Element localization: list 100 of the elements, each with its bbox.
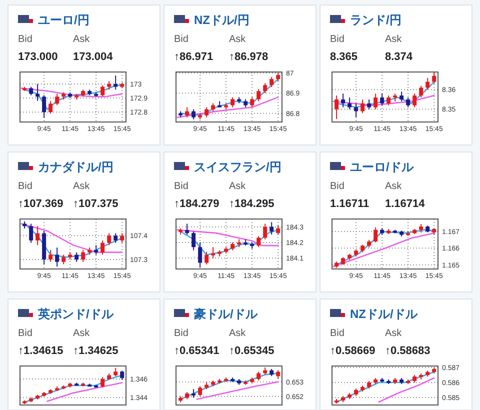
text: 1.16711 [330,198,370,210]
chart-title: カナダドル/円 [38,160,114,174]
line-series [46,382,123,402]
candlestick [419,85,424,98]
candlestick [120,232,124,244]
candlestick [230,96,235,108]
candlestick [204,251,209,265]
candlestick [100,376,105,388]
candlestick [386,95,391,106]
line-series [24,374,123,403]
candlestick [270,222,274,236]
text: Ask [229,34,247,45]
candlestick [256,236,261,248]
candlestick [55,247,60,268]
text: Ask [229,181,247,192]
text: 173.004 [73,51,114,63]
chart-title: 英ポンド/ドル [37,307,114,321]
candlestick [185,223,190,236]
chart-title: ユーロ/ドル [350,160,414,174]
chart-title: NZドル/ドル [350,307,418,321]
text: ↑1.34625 [73,345,118,357]
text: ↑0.58683 [385,345,430,357]
candlestick [55,93,60,106]
candlestick [374,93,378,110]
candlestick [380,93,384,106]
line-series [176,96,279,118]
candlestick [100,240,105,256]
text: Bid [330,34,344,45]
candlestick [192,231,196,251]
line-series [20,88,123,98]
text: ↑0.65345 [229,345,274,357]
candlestick [94,244,98,256]
candlestick [334,95,339,120]
candlestick [374,226,378,243]
line-series [180,372,279,400]
candlestick [270,76,274,88]
text: ↑0.65341 [174,345,220,357]
line-series [20,223,123,253]
chart-title: 豪ドル/ドル [193,307,258,321]
candlestick [263,82,268,94]
candlestick [432,72,436,84]
candlestick [250,96,254,108]
candlestick [48,249,53,262]
candlestick [263,223,268,240]
candlestick [185,106,190,118]
text: Bid [330,181,344,192]
text: Bid [18,328,32,339]
text: ↑107.375 [73,198,118,210]
candlestick [400,91,404,102]
line-series [196,381,279,400]
candlestick [211,246,216,259]
candlestick [367,98,372,110]
text: Bid [18,34,32,45]
text: 8.365 [330,51,358,63]
text: ↑86.978 [229,51,268,63]
candlestick [192,108,196,120]
candlestick [256,88,261,102]
candlestick [29,223,34,244]
line-series [336,371,435,403]
line-series [176,229,279,246]
text: Bid [330,328,344,339]
text: ↑107.369 [18,198,64,210]
text: Bid [18,181,32,192]
chart-title: NZドル/円 [194,13,250,27]
candlestick [107,232,112,246]
candlestick [74,252,79,262]
candlestick [426,77,430,90]
line-series [378,377,435,403]
candlestick [204,106,209,118]
candlestick [81,249,86,262]
text: Ask [229,328,247,339]
candlestick [62,254,66,265]
text: Ask [73,34,91,45]
candlestick [341,93,346,108]
candlestick [348,96,352,110]
candlestick [36,226,40,246]
candlestick [114,232,118,244]
text: Bid [174,328,188,339]
text: 173.000 [18,51,58,63]
candlestick [412,93,417,108]
candlestick [360,98,365,114]
text: ↑1.34615 [18,345,64,357]
text: Ask [73,328,91,339]
text: 8.374 [385,51,414,63]
text: Ask [385,34,403,45]
text: 1.16714 [385,198,426,210]
candlestick [48,100,53,114]
text: ↑184.279 [174,198,220,210]
chart-title: ユーロ/円 [38,13,90,27]
candlestick [114,75,118,90]
candlestick [198,386,202,397]
candlestick [120,370,124,380]
text: Ask [73,181,91,192]
chart-title: ランド/円 [350,13,402,27]
text: Ask [385,181,403,192]
candlestick [276,224,280,236]
text: ↑86.971 [174,51,214,63]
text: ↑0.58669 [330,345,376,357]
candlestick [100,84,105,98]
text: Bid [174,181,188,192]
